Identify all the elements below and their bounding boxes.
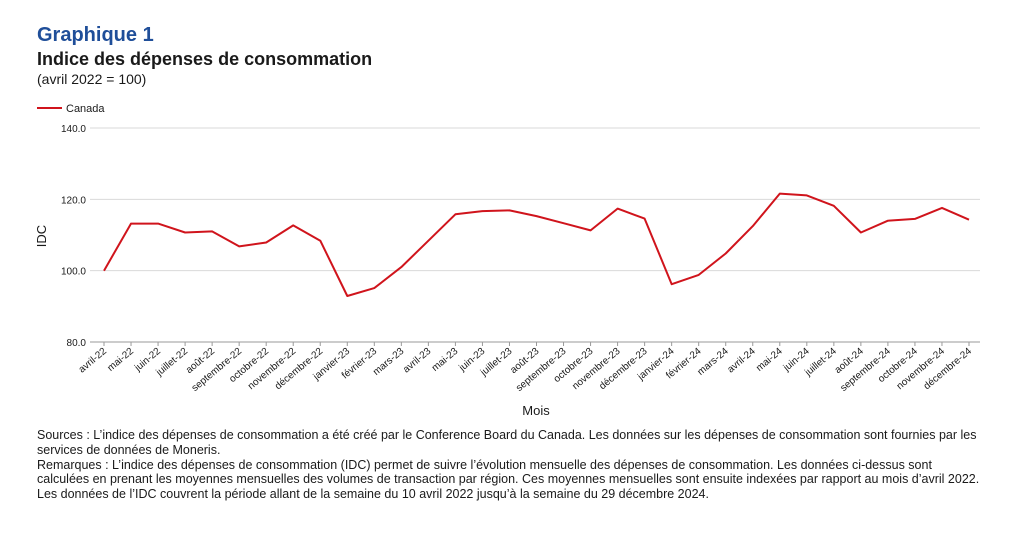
x-tick-label: avril-24	[725, 346, 758, 376]
y-tick-label: 80.0	[67, 338, 87, 349]
figure-subtitle: (avril 2022 = 100)	[37, 71, 147, 87]
chart-notes: Sources : L’indice des dépenses de conso…	[37, 428, 987, 502]
figure-title: Indice des dépenses de consommation	[37, 49, 373, 69]
series-layer	[103, 192, 970, 297]
x-tick-label: mars-24	[695, 346, 731, 378]
x-tick-label: décembre-24	[922, 346, 975, 393]
x-tick-label: mai-23	[430, 346, 461, 374]
remarks-note: Remarques : L’indice des dépenses de con…	[37, 457, 980, 502]
y-tick-label: 140.0	[61, 124, 86, 135]
sources-note: Sources : L’indice des dépenses de conso…	[37, 428, 977, 457]
x-tick-label: avril-22	[77, 346, 110, 376]
figure-header: Graphique 1 Indice des dépenses de conso…	[37, 24, 372, 88]
x-tick-label: mai-22	[105, 346, 136, 374]
y-tick-label: 100.0	[61, 267, 86, 278]
x-tick-label: mai-24	[754, 346, 785, 374]
figure-label: Graphique 1	[37, 24, 154, 46]
y-tick-label: 120.0	[61, 195, 86, 206]
chart-legend: Canada	[37, 103, 105, 115]
x-tick-label: avril-23	[401, 346, 434, 376]
y-axis-label: IDC	[34, 225, 49, 247]
gridlines	[90, 127, 980, 343]
y-axis-ticks: 80.0 100.0 120.0 140.0	[61, 124, 86, 349]
x-axis-ticks: avril-22mai-22juin-22juillet-22août-22se…	[77, 342, 975, 394]
series-line-canada	[103, 192, 970, 297]
legend-label-canada: Canada	[66, 103, 105, 115]
x-tick-label: mars-23	[371, 346, 407, 378]
x-axis-label: Mois	[522, 403, 550, 418]
